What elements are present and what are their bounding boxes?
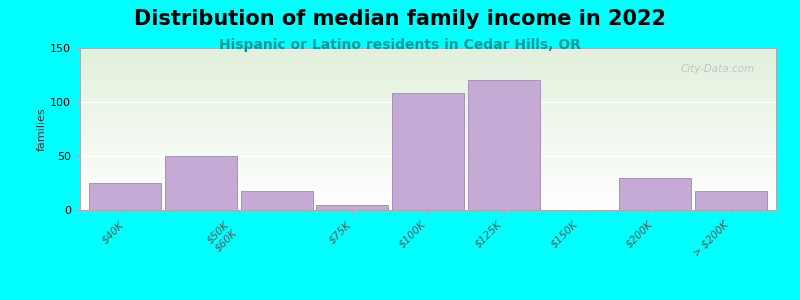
Bar [694, 190, 766, 210]
Bar [619, 178, 691, 210]
Y-axis label: families: families [37, 107, 47, 151]
Bar [165, 156, 237, 210]
Bar [90, 183, 162, 210]
Bar [392, 93, 464, 210]
Text: City-Data.com: City-Data.com [681, 64, 755, 74]
Text: Hispanic or Latino residents in Cedar Hills, OR: Hispanic or Latino residents in Cedar Hi… [219, 38, 581, 52]
Bar [241, 190, 313, 210]
Bar [468, 80, 539, 210]
Bar [317, 205, 388, 210]
Text: Distribution of median family income in 2022: Distribution of median family income in … [134, 9, 666, 29]
